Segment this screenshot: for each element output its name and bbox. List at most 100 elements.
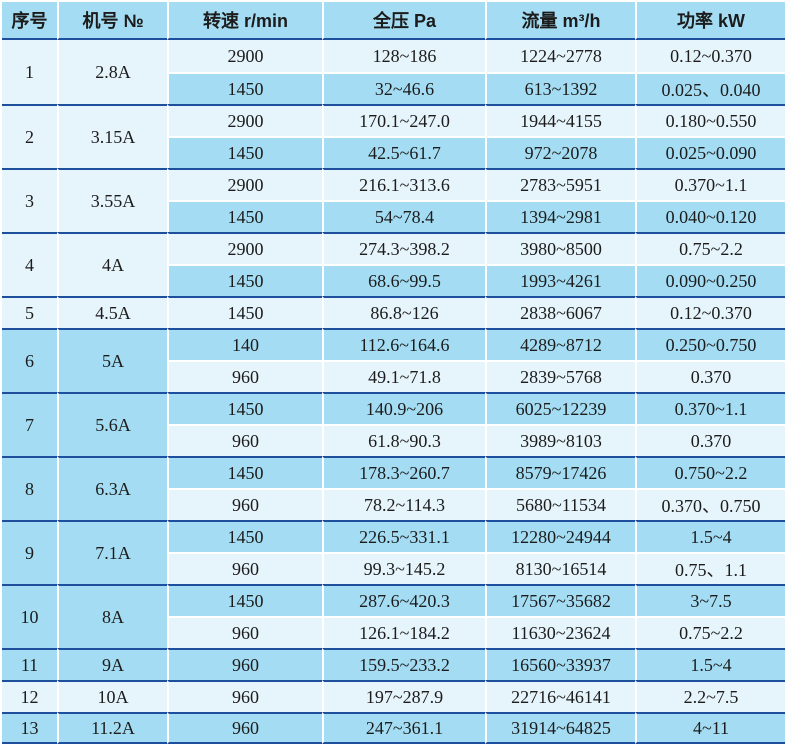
table-row: 960 61.8~90.3 3989~8103 0.370	[2, 424, 785, 456]
cell-speed: 1450	[167, 392, 322, 424]
cell-model: 5.6A	[57, 392, 167, 456]
cell-index: 9	[2, 520, 57, 584]
cell-flow: 4289~8712	[485, 328, 635, 360]
cell-pressure: 99.3~145.2	[322, 552, 485, 584]
cell-pressure: 49.1~71.8	[322, 360, 485, 392]
table-row: 6 5A 140 112.6~164.6 4289~8712 0.250~0.750	[2, 328, 785, 392]
cell-power: 0.090~0.250	[635, 264, 785, 296]
cell-pressure: 126.1~184.2	[322, 616, 485, 648]
cell-power: 0.180~0.550	[635, 104, 785, 136]
cell-pressure: 78.2~114.3	[322, 488, 485, 520]
cell-pressure: 112.6~164.6	[322, 328, 485, 360]
col-header-pressure: 全压 Pa	[322, 2, 485, 40]
cell-power: 0.370	[635, 424, 785, 456]
cell-power: 1.5~4	[635, 520, 785, 552]
table-row: 1 2.8A 2900 128~186 1224~2778 0.12~0.370	[2, 40, 785, 104]
cell-index: 2	[2, 104, 57, 168]
cell-flow: 12280~24944	[485, 520, 635, 552]
cell-flow: 3989~8103	[485, 424, 635, 456]
cell-pressure: 32~46.6	[322, 72, 485, 104]
cell-pressure: 178.3~260.7	[322, 456, 485, 488]
table-row: 960 99.3~145.2 8130~16514 0.75、1.1	[2, 552, 785, 584]
table-row: 1450 32~46.6 613~1392 0.025、0.040	[2, 72, 785, 104]
cell-speed: 2900	[167, 232, 322, 264]
cell-flow: 1993~4261	[485, 264, 635, 296]
cell-index: 1	[2, 40, 57, 104]
cell-index: 4	[2, 232, 57, 296]
cell-pressure: 274.3~398.2	[322, 232, 485, 264]
cell-power: 0.12~0.370	[635, 40, 785, 72]
cell-power: 1.5~4	[635, 648, 785, 680]
cell-speed: 960	[167, 424, 322, 456]
table-header: 序号 机号 № 转速 r/min 全压 Pa 流量 m³/h 功率 kW	[2, 2, 785, 40]
cell-model: 11.2A	[57, 712, 167, 744]
cell-power: 0.250~0.750	[635, 328, 785, 360]
cell-speed: 960	[167, 680, 322, 712]
cell-power: 0.750~2.2	[635, 456, 785, 488]
cell-index: 5	[2, 296, 57, 328]
cell-index: 12	[2, 680, 57, 712]
cell-model: 10A	[57, 680, 167, 712]
table-row: 1450 68.6~99.5 1993~4261 0.090~0.250	[2, 264, 785, 296]
cell-power: 0.025~0.090	[635, 136, 785, 168]
cell-pressure: 170.1~247.0	[322, 104, 485, 136]
cell-model: 3.15A	[57, 104, 167, 168]
table-row: 12 10A 960 197~287.9 22716~46141 2.2~7.5	[2, 680, 785, 712]
cell-pressure: 159.5~233.2	[322, 648, 485, 680]
cell-speed: 1450	[167, 136, 322, 168]
table-row: 10 8A 1450 287.6~420.3 17567~35682 3~7.5	[2, 584, 785, 648]
cell-speed: 960	[167, 552, 322, 584]
cell-pressure: 61.8~90.3	[322, 424, 485, 456]
cell-model: 6.3A	[57, 456, 167, 520]
col-header-flow: 流量 m³/h	[485, 2, 635, 40]
table-body: 1 2.8A 2900 128~186 1224~2778 0.12~0.370 1450 3…	[2, 40, 785, 744]
cell-flow: 1394~2981	[485, 200, 635, 232]
cell-power: 0.370~1.1	[635, 392, 785, 424]
cell-speed: 1450	[167, 200, 322, 232]
col-header-speed: 转速 r/min	[167, 2, 322, 40]
table-row: 5 4.5A 1450 86.8~126 2838~6067 0.12~0.370	[2, 296, 785, 328]
cell-index: 7	[2, 392, 57, 456]
table-row: 1450 42.5~61.7 972~2078 0.025~0.090	[2, 136, 785, 168]
cell-pressure: 54~78.4	[322, 200, 485, 232]
cell-model: 7.1A	[57, 520, 167, 584]
cell-flow: 16560~33937	[485, 648, 635, 680]
table-row: 13 11.2A 960 247~361.1 31914~64825 4~11	[2, 712, 785, 744]
cell-power: 0.75~2.2	[635, 232, 785, 264]
cell-flow: 17567~35682	[485, 584, 635, 616]
table-row: 3 3.55A 2900 216.1~313.6 2783~5951 0.370~1.1	[2, 168, 785, 232]
cell-pressure: 226.5~331.1	[322, 520, 485, 552]
cell-power: 0.75、1.1	[635, 552, 785, 584]
cell-speed: 960	[167, 712, 322, 744]
col-header-power: 功率 kW	[635, 2, 785, 40]
header-row: 序号 机号 № 转速 r/min 全压 Pa 流量 m³/h 功率 kW	[2, 2, 785, 40]
table-row: 11 9A 960 159.5~233.2 16560~33937 1.5~4	[2, 648, 785, 680]
table-row: 9 7.1A 1450 226.5~331.1 12280~24944 1.5~4	[2, 520, 785, 584]
cell-flow: 1944~4155	[485, 104, 635, 136]
cell-speed: 140	[167, 328, 322, 360]
cell-power: 3~7.5	[635, 584, 785, 616]
cell-flow: 2838~6067	[485, 296, 635, 328]
cell-speed: 960	[167, 648, 322, 680]
cell-speed: 960	[167, 488, 322, 520]
cell-flow: 5680~11534	[485, 488, 635, 520]
table-row: 8 6.3A 1450 178.3~260.7 8579~17426 0.750~2.2	[2, 456, 785, 520]
table-row: 1450 54~78.4 1394~2981 0.040~0.120	[2, 200, 785, 232]
cell-flow: 11630~23624	[485, 616, 635, 648]
cell-power: 0.12~0.370	[635, 296, 785, 328]
cell-power: 0.370	[635, 360, 785, 392]
cell-pressure: 140.9~206	[322, 392, 485, 424]
cell-flow: 613~1392	[485, 72, 635, 104]
cell-power: 0.75~2.2	[635, 616, 785, 648]
cell-flow: 3980~8500	[485, 232, 635, 264]
cell-model: 8A	[57, 584, 167, 648]
cell-index: 11	[2, 648, 57, 680]
cell-power: 2.2~7.5	[635, 680, 785, 712]
cell-model: 4.5A	[57, 296, 167, 328]
col-header-model: 机号 №	[57, 2, 167, 40]
cell-speed: 1450	[167, 520, 322, 552]
table-row: 2 3.15A 2900 170.1~247.0 1944~4155 0.180~0.55…	[2, 104, 785, 168]
cell-speed: 1450	[167, 72, 322, 104]
cell-pressure: 68.6~99.5	[322, 264, 485, 296]
